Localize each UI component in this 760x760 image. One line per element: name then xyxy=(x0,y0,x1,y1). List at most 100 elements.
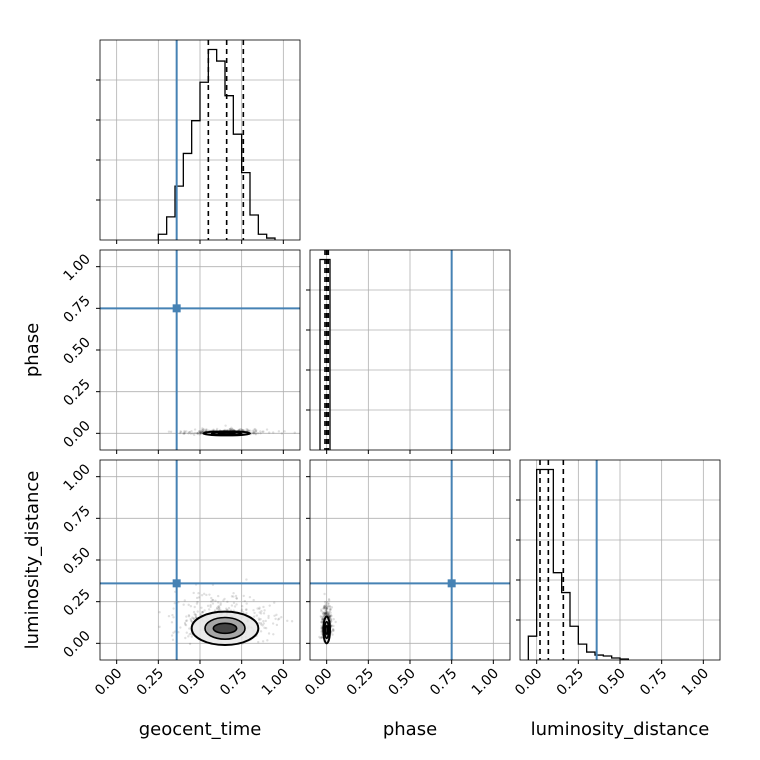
y-tick-label-phase-0: 0.00 xyxy=(60,418,93,451)
sample-point-geocent-time-vs-luminosity-distance xyxy=(172,607,175,610)
sample-point-geocent-time-vs-luminosity-distance xyxy=(253,611,256,615)
sample-point-geocent-time-vs-luminosity-distance xyxy=(216,601,220,604)
histogram-step-geocent-time xyxy=(157,48,276,240)
ylabel-luminosity-distance: luminosity_distance xyxy=(22,471,43,650)
sample-point-geocent-time-vs-phase xyxy=(254,433,258,436)
sample-point-geocent-time-vs-luminosity-distance xyxy=(192,591,195,595)
x-tick-label-luminosity-distance-4: 1.00 xyxy=(679,666,712,699)
sample-point-geocent-time-vs-luminosity-distance xyxy=(185,615,188,618)
sample-point-phase-vs-luminosity-distance xyxy=(326,608,329,611)
sample-point-geocent-time-vs-phase xyxy=(252,430,256,433)
sample-point-geocent-time-vs-phase xyxy=(254,428,258,432)
x-tick-label-geocent-time-4: 1.00 xyxy=(259,666,292,699)
sample-point-geocent-time-vs-luminosity-distance xyxy=(202,592,206,596)
sample-point-phase-vs-luminosity-distance xyxy=(325,612,329,615)
sample-point-geocent-time-vs-luminosity-distance xyxy=(200,606,203,609)
sample-point-phase-vs-luminosity-distance xyxy=(328,615,332,619)
sample-point-geocent-time-vs-luminosity-distance xyxy=(218,606,221,610)
sample-point-geocent-time-vs-luminosity-distance xyxy=(263,626,266,630)
sample-point-phase-vs-luminosity-distance xyxy=(320,608,323,611)
sample-point-phase-vs-luminosity-distance xyxy=(326,605,329,608)
sample-point-phase-vs-luminosity-distance xyxy=(322,612,325,615)
x-tick-label-geocent-time-0: 0.00 xyxy=(92,666,125,699)
sample-point-geocent-time-vs-phase xyxy=(254,432,257,435)
sample-point-geocent-time-vs-luminosity-distance xyxy=(262,620,265,623)
x-tick-label-luminosity-distance-3: 0.75 xyxy=(637,666,670,699)
sample-point-geocent-time-vs-luminosity-distance xyxy=(264,619,267,623)
sample-point-geocent-time-vs-phase xyxy=(280,432,284,435)
sample-point-phase-vs-luminosity-distance xyxy=(330,619,333,623)
sample-point-geocent-time-vs-luminosity-distance xyxy=(226,600,229,604)
xlabel-luminosity-distance: luminosity_distance xyxy=(531,719,710,740)
sample-point-geocent-time-vs-phase xyxy=(167,430,171,433)
sample-point-geocent-time-vs-luminosity-distance xyxy=(271,622,275,625)
sample-point-geocent-time-vs-phase xyxy=(256,432,260,435)
y-tick-label-luminosity-distance-0: 0.00 xyxy=(60,628,93,661)
sample-point-phase-vs-luminosity-distance xyxy=(320,624,323,627)
sample-point-geocent-time-vs-phase xyxy=(188,430,191,434)
sample-point-phase-vs-luminosity-distance xyxy=(320,620,323,624)
sample-point-geocent-time-vs-luminosity-distance xyxy=(177,600,180,604)
contour-level-geocent-time-vs-phase-2 xyxy=(217,431,236,435)
sample-point-geocent-time-vs-luminosity-distance xyxy=(185,631,188,634)
sample-point-geocent-time-vs-phase xyxy=(205,429,209,432)
sample-point-geocent-time-vs-phase xyxy=(200,429,203,433)
sample-point-geocent-time-vs-luminosity-distance xyxy=(189,632,193,635)
sample-point-phase-vs-luminosity-distance xyxy=(324,606,327,609)
sample-point-geocent-time-vs-phase xyxy=(188,430,191,434)
sample-point-phase-vs-luminosity-distance xyxy=(324,606,327,610)
sample-point-geocent-time-vs-phase xyxy=(199,431,202,434)
sample-point-phase-vs-luminosity-distance xyxy=(325,607,328,610)
sample-point-geocent-time-vs-phase xyxy=(250,431,254,435)
sample-point-geocent-time-vs-luminosity-distance xyxy=(207,608,211,611)
sample-point-geocent-time-vs-phase xyxy=(241,428,244,432)
y-tick-label-phase-2: 0.50 xyxy=(60,334,93,367)
sample-point-geocent-time-vs-luminosity-distance xyxy=(187,615,191,618)
sample-point-phase-vs-luminosity-distance xyxy=(327,612,330,615)
sample-point-geocent-time-vs-luminosity-distance xyxy=(262,612,266,615)
sample-point-geocent-time-vs-luminosity-distance xyxy=(170,634,174,637)
sample-point-geocent-time-vs-phase xyxy=(199,430,202,434)
sample-point-phase-vs-luminosity-distance xyxy=(334,620,337,624)
sample-point-phase-vs-luminosity-distance xyxy=(325,600,329,604)
sample-point-geocent-time-vs-luminosity-distance xyxy=(189,605,193,608)
sample-point-phase-vs-luminosity-distance xyxy=(322,607,325,610)
sample-point-phase-vs-luminosity-distance xyxy=(323,613,326,616)
sample-point-phase-vs-luminosity-distance xyxy=(327,602,330,605)
sample-point-geocent-time-vs-luminosity-distance xyxy=(252,615,256,618)
sample-point-geocent-time-vs-luminosity-distance xyxy=(192,610,196,614)
sample-point-geocent-time-vs-luminosity-distance xyxy=(167,614,171,618)
sample-point-geocent-time-vs-luminosity-distance xyxy=(225,608,229,612)
sample-point-geocent-time-vs-phase xyxy=(199,431,203,435)
sample-point-phase-vs-luminosity-distance xyxy=(323,611,326,614)
sample-point-phase-vs-luminosity-distance xyxy=(329,608,332,611)
sample-point-phase-vs-luminosity-distance xyxy=(324,612,327,615)
sample-point-geocent-time-vs-phase xyxy=(196,432,199,436)
sample-point-geocent-time-vs-luminosity-distance xyxy=(196,600,199,604)
sample-point-phase-vs-luminosity-distance xyxy=(323,612,327,616)
sample-point-phase-vs-luminosity-distance xyxy=(321,612,325,616)
sample-point-phase-vs-luminosity-distance xyxy=(327,613,330,616)
sample-point-phase-vs-luminosity-distance xyxy=(331,633,334,636)
sample-point-geocent-time-vs-luminosity-distance xyxy=(245,602,248,605)
sample-point-phase-vs-luminosity-distance xyxy=(322,616,325,619)
sample-point-geocent-time-vs-luminosity-distance xyxy=(199,613,203,616)
sample-point-geocent-time-vs-luminosity-distance xyxy=(252,609,255,612)
sample-point-geocent-time-vs-luminosity-distance xyxy=(158,611,161,614)
contour-level-phase-vs-luminosity-distance-2 xyxy=(324,625,329,635)
sample-point-phase-vs-luminosity-distance xyxy=(322,605,326,608)
sample-point-geocent-time-vs-phase xyxy=(237,428,241,432)
sample-point-geocent-time-vs-luminosity-distance xyxy=(172,631,175,634)
sample-point-geocent-time-vs-luminosity-distance xyxy=(267,616,270,620)
sample-point-geocent-time-vs-luminosity-distance xyxy=(200,594,204,597)
sample-point-geocent-time-vs-luminosity-distance xyxy=(201,610,204,614)
sample-point-phase-vs-luminosity-distance xyxy=(322,607,326,610)
sample-point-geocent-time-vs-phase xyxy=(198,433,201,436)
sample-point-phase-vs-luminosity-distance xyxy=(320,609,323,613)
sample-point-phase-vs-luminosity-distance xyxy=(329,616,332,619)
sample-point-geocent-time-vs-luminosity-distance xyxy=(183,599,187,602)
sample-point-geocent-time-vs-phase xyxy=(261,430,264,434)
sample-point-geocent-time-vs-luminosity-distance xyxy=(245,608,248,611)
sample-point-geocent-time-vs-phase xyxy=(183,429,186,433)
sample-point-phase-vs-luminosity-distance xyxy=(323,592,326,596)
